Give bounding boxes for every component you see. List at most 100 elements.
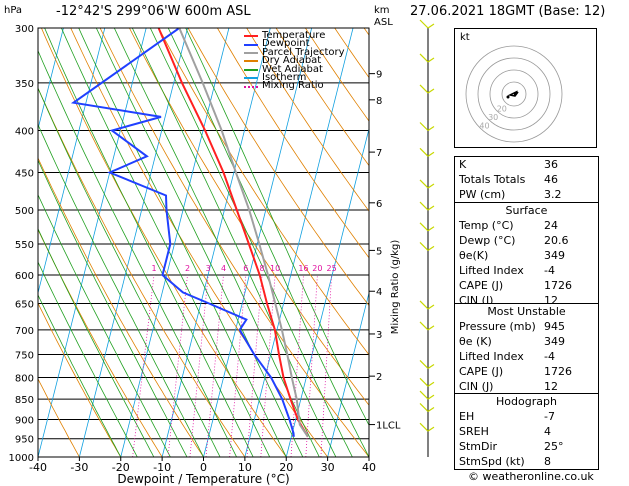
x-tick-label: -40	[29, 461, 47, 474]
km-tick-label: 2	[376, 372, 382, 383]
isotherm-line	[244, 28, 354, 457]
x-tick-label: 20	[279, 461, 293, 474]
wind-barb	[419, 422, 435, 432]
x-tick-label: 0	[200, 461, 207, 474]
mixing-ratio-label: 25	[327, 264, 337, 273]
wind-barb	[419, 122, 435, 132]
storm-motion-marker	[506, 95, 510, 99]
most-unstable-table: Most Unstable Pressure (mb) 945 θe (K) 349…	[454, 303, 599, 395]
legend-item: Mixing Ratio	[244, 81, 345, 91]
wet-adiabat-line	[38, 294, 122, 457]
pressure-tick-label: 1000	[9, 453, 34, 464]
isotherm-line	[38, 28, 106, 295]
wet-adiabat-line	[38, 49, 237, 457]
wind-barb	[419, 377, 435, 387]
legend-swatch	[244, 43, 258, 46]
mixing-ratio-label: 1	[151, 264, 156, 273]
pressure-tick-label: 500	[15, 206, 34, 217]
hodograph-ring-label: 30	[488, 113, 498, 122]
hodograph-frame	[454, 28, 597, 148]
km-tick-label: 9	[376, 70, 382, 81]
legend-swatch	[244, 60, 258, 63]
hodograph-ring-label: 20	[497, 104, 507, 113]
dry-adiabat-line	[41, 28, 287, 457]
temperature-line	[157, 28, 309, 438]
dry-adiabat-line	[246, 28, 369, 212]
legend-label: Wet Adiabat	[262, 63, 323, 75]
km-tick-label: 5	[376, 246, 382, 257]
km-axis-units: km	[374, 5, 390, 16]
dry-adiabat-line	[99, 28, 369, 457]
mixing-ratio-line	[260, 274, 276, 457]
hodograph-trace	[507, 90, 519, 97]
x-tick-label: -10	[153, 461, 171, 474]
wind-barb	[419, 19, 435, 29]
y-axis-units: hPa	[4, 5, 22, 16]
mixing-ratio-line	[167, 274, 188, 457]
isotherm-line	[78, 28, 188, 457]
wind-barb	[419, 201, 435, 211]
hodograph-ring	[489, 69, 539, 119]
km-tick-label: 4	[376, 287, 382, 298]
pressure-tick-label: 700	[15, 326, 34, 337]
x-axis-label: Dewpoint / Temperature (°C)	[117, 472, 289, 486]
wet-adiabat-line	[38, 123, 204, 457]
legend-item: Isotherm	[244, 72, 345, 83]
pressure-tick-label: 350	[15, 79, 34, 90]
mixing-ratio-line	[320, 274, 332, 457]
mixing-ratio-line	[205, 274, 224, 457]
indices-table: K 36 Totals Totals 46 PW (cm) 3.2	[454, 156, 599, 203]
km-tick-label: 1LCL	[376, 421, 401, 432]
isotherm-line	[38, 28, 64, 131]
wind-barb	[419, 84, 435, 94]
x-tick-label: 40	[362, 461, 376, 474]
mixing-ratio-line	[246, 274, 263, 457]
mixing-ratio-line	[305, 274, 318, 457]
legend-label: Dewpoint	[262, 38, 310, 50]
dry-adiabat-line	[599, 28, 629, 457]
mixing-ratio-line	[132, 274, 155, 457]
hodograph-ring	[477, 57, 551, 131]
km-tick-label: 7	[376, 148, 382, 159]
pressure-tick-label: 650	[15, 300, 34, 311]
wet-adiabat-line	[38, 261, 138, 457]
isotherm-line	[203, 28, 313, 457]
wet-adiabat-line	[38, 193, 171, 457]
mixing-ratio-line	[290, 274, 304, 457]
dry-adiabat-line	[217, 28, 369, 259]
dry-adiabat-line	[38, 228, 163, 457]
pressure-tick-label: 800	[15, 373, 34, 384]
wind-barb	[419, 403, 435, 412]
wet-adiabat-line	[78, 28, 287, 457]
pressure-tick-label: 550	[15, 240, 34, 251]
dry-adiabat-line	[275, 28, 369, 167]
legend-swatch	[244, 68, 258, 71]
wet-adiabat-line	[95, 28, 304, 457]
hodograph-ring-label: 40	[479, 122, 489, 131]
wind-barb	[419, 321, 435, 331]
wind-barb	[419, 222, 435, 232]
wet-adiabat-line	[185, 28, 369, 427]
mixing-ratio-label: 3	[206, 264, 211, 273]
wet-adiabat-line	[61, 28, 271, 457]
legend-label: Dry Adiabat	[262, 55, 322, 67]
pressure-tick-label: 950	[15, 435, 34, 446]
wet-adiabat-line	[38, 87, 221, 457]
wind-barb	[419, 53, 435, 63]
mixing-ratio-label: 10	[270, 264, 280, 273]
wet-adiabat-line	[149, 28, 353, 457]
pressure-tick-label: 450	[15, 168, 34, 179]
km-tick-label: 8	[376, 96, 382, 107]
x-tick-label: 30	[321, 461, 335, 474]
legend: Temperature Dewpoint Parcel Trajectory Dry …	[244, 30, 345, 91]
isotherm-line	[38, 28, 147, 457]
hodograph-ring	[465, 45, 563, 143]
legend-item: Wet Adiabat	[244, 63, 345, 75]
dry-adiabat-line	[38, 87, 246, 457]
wind-barb	[419, 147, 435, 157]
mixing-ratio-label: 8	[260, 264, 265, 273]
pressure-tick-label: 900	[15, 415, 34, 426]
legend-item: Temperature	[244, 30, 345, 41]
legend-swatch	[244, 77, 258, 80]
